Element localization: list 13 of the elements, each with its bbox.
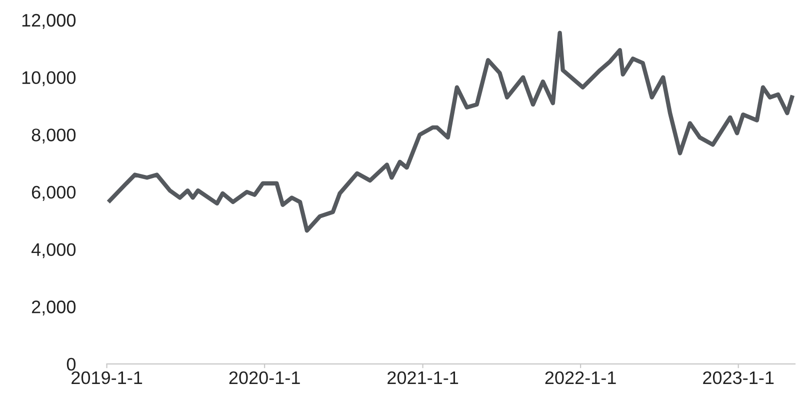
y-tick-label: 8,000 [32, 128, 76, 144]
y-tick-label: 4,000 [31, 243, 76, 258]
x-tick-label: 2022-1-1 [545, 371, 616, 384]
y-tick-label: 6,000 [32, 186, 76, 201]
x-tick-label: 2019-1-1 [72, 371, 142, 384]
x-tick-label: 2020-1-1 [229, 371, 300, 384]
y-tick-label: 12,000 [22, 14, 76, 29]
y-tick-label: 0 [66, 358, 76, 371]
y-tick-label: 10,000 [22, 71, 76, 86]
x-tick-label: 2021-1-1 [388, 371, 458, 384]
y-tick-label: 2,000 [32, 300, 76, 316]
line-series [108, 30, 794, 233]
x-tick-label: 2023-1-1 [703, 371, 774, 384]
